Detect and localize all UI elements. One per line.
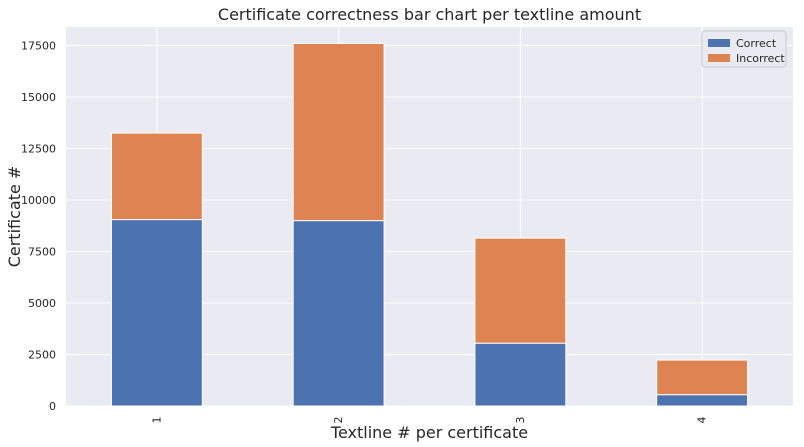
y-tick-label: 2500 bbox=[28, 349, 56, 362]
legend-label-incorrect: Incorrect bbox=[736, 52, 785, 65]
x-tick-label: 2 bbox=[332, 417, 345, 424]
bar-correct-2 bbox=[292, 220, 385, 407]
bar-correct-4 bbox=[656, 394, 749, 407]
bar-incorrect-4 bbox=[656, 359, 749, 396]
x-tick-label: 3 bbox=[514, 417, 527, 424]
y-tick-label: 15000 bbox=[21, 91, 56, 104]
y-axis-label: Certificate # bbox=[5, 166, 24, 268]
y-tick-label: 5000 bbox=[28, 297, 56, 310]
x-axis-label: Textline # per certificate bbox=[330, 423, 528, 442]
bar-incorrect-1 bbox=[110, 132, 203, 221]
y-tick-label: 17500 bbox=[21, 40, 56, 53]
x-axis-ticks: 1 2 3 4 bbox=[150, 417, 708, 424]
bar-incorrect-2 bbox=[292, 42, 385, 222]
legend-swatch-correct bbox=[708, 39, 730, 47]
chart-title: Certificate correctness bar chart per te… bbox=[218, 5, 641, 24]
legend: Correct Incorrect bbox=[701, 30, 787, 68]
x-tick-label: 1 bbox=[150, 417, 163, 424]
y-tick-label: 0 bbox=[49, 400, 56, 413]
bars bbox=[110, 42, 749, 407]
y-tick-label: 12500 bbox=[21, 143, 56, 156]
bar-correct-3 bbox=[474, 342, 567, 407]
bar-incorrect-3 bbox=[474, 237, 567, 344]
x-tick-label: 4 bbox=[696, 417, 709, 424]
y-tick-label: 7500 bbox=[28, 246, 56, 259]
bar-correct-1 bbox=[110, 219, 203, 407]
y-tick-label: 10000 bbox=[21, 194, 56, 207]
legend-label-correct: Correct bbox=[736, 37, 777, 50]
y-axis-ticks: 0 2500 5000 7500 10000 12500 15000 17500 bbox=[21, 40, 56, 413]
legend-swatch-incorrect bbox=[708, 54, 730, 62]
